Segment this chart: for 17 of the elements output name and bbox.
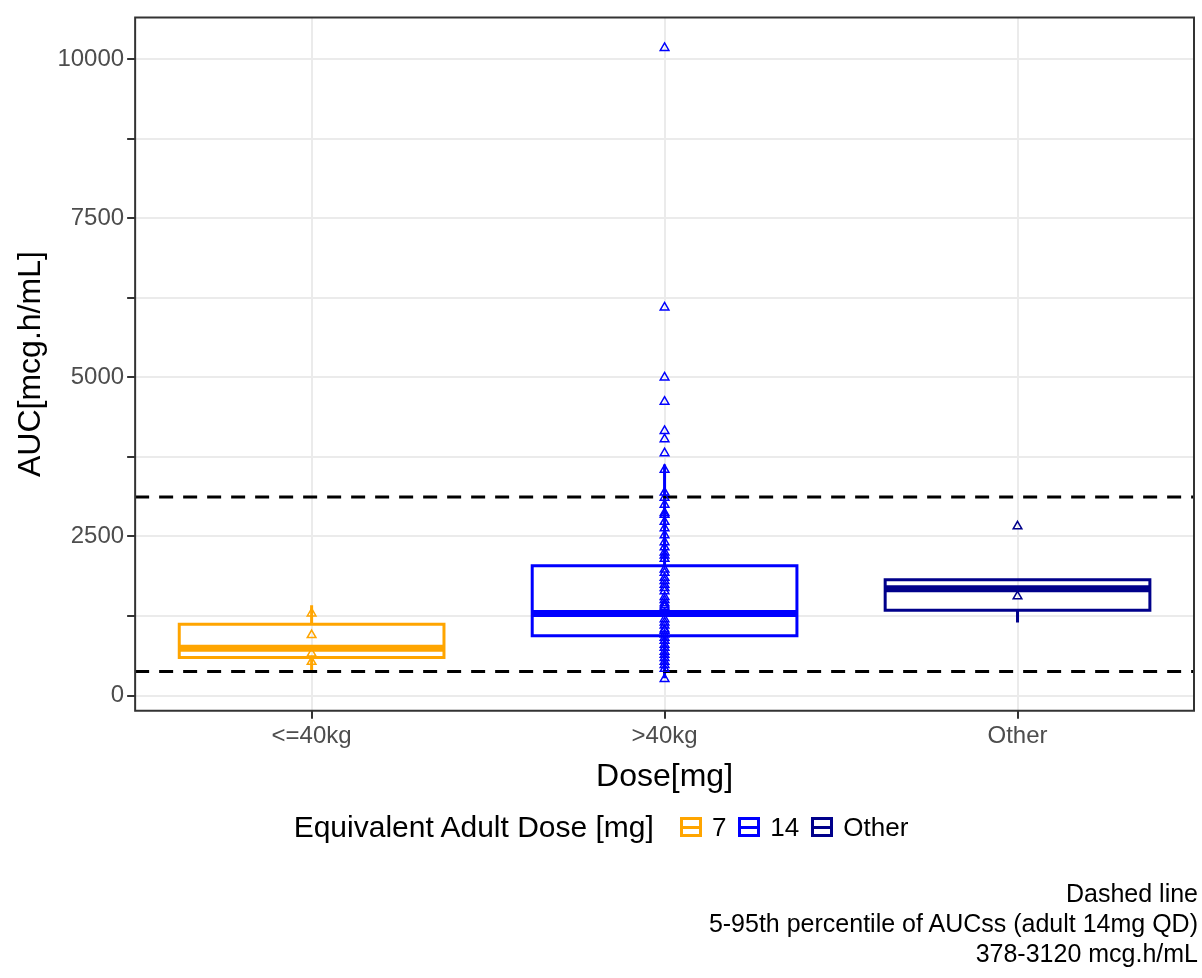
legend-label: 14 (770, 811, 800, 843)
y-tick-label: 0 (110, 680, 125, 708)
text: Dashed line (1064, 878, 1198, 908)
legend-label: Other (843, 811, 909, 843)
legend-label: 7 (711, 811, 727, 843)
x-tick-label: <=40kg (271, 720, 352, 748)
y-tick-label: 2500 (70, 521, 125, 549)
legend-title: Equivalent Adult Dose [mg] (293, 810, 654, 844)
text: 378-3120 mcg.h/mL (974, 938, 1198, 968)
x-tick-label: Other (987, 720, 1048, 748)
y-axis-title: AUC[mcg.h/mL] (11, 251, 48, 478)
y-tick-label: 7500 (70, 203, 125, 231)
y-tick-label: 10000 (57, 44, 125, 72)
x-axis-title: Dose[mg] (596, 756, 734, 793)
text: 5-95th percentile of AUCss (adult 14mg QD) (708, 908, 1198, 938)
y-tick-label: 5000 (70, 362, 125, 390)
x-tick-label: >40kg (631, 720, 698, 748)
